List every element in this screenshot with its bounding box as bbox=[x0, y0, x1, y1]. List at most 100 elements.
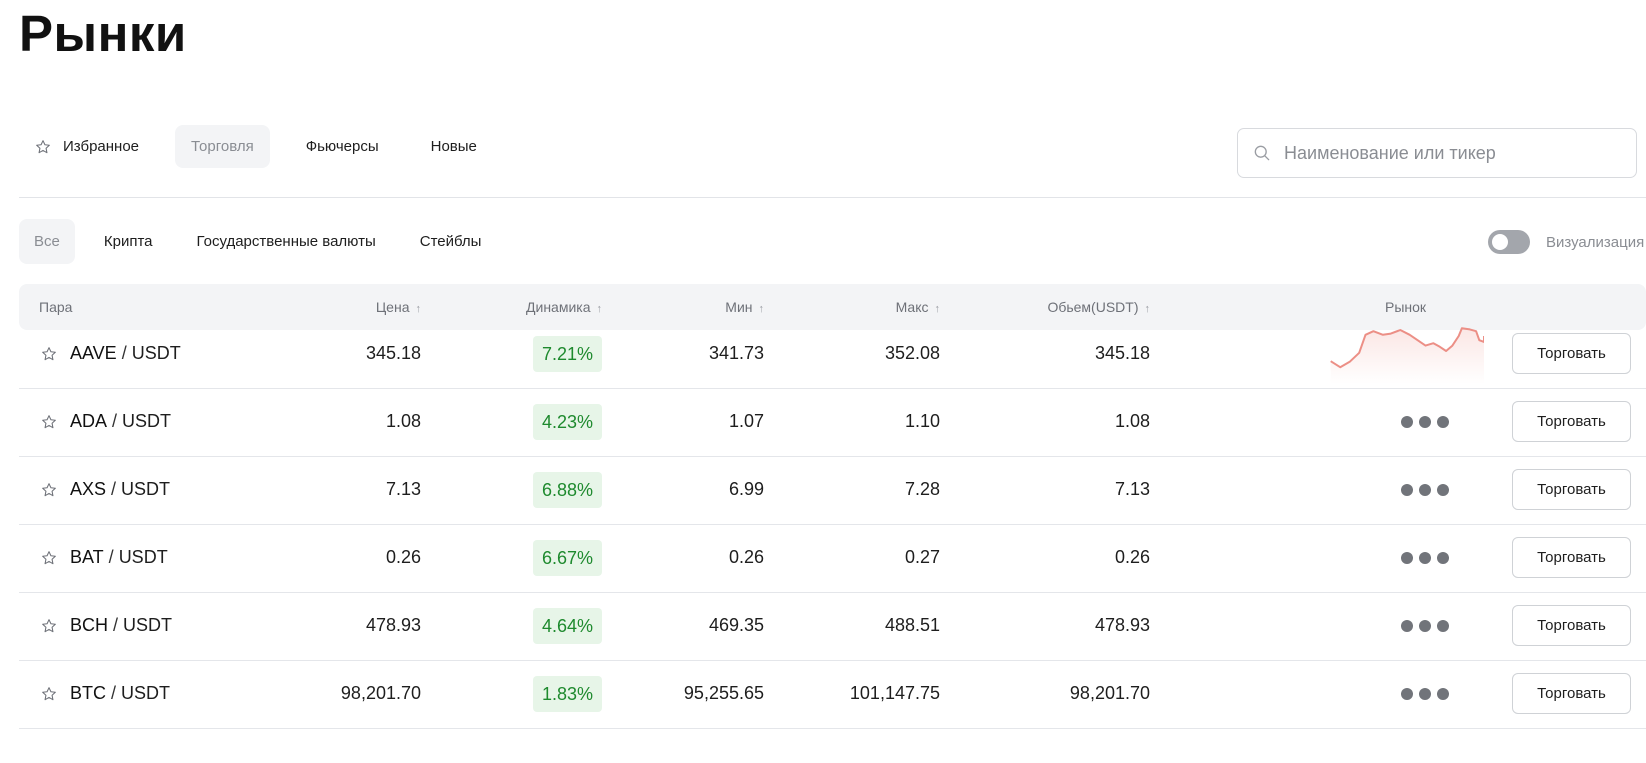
change-cell: 4.64% bbox=[532, 590, 602, 661]
filter-stablecoins[interactable]: Стейблы bbox=[419, 233, 482, 250]
pair-separator: / bbox=[111, 479, 117, 499]
min-cell: 6.99 bbox=[728, 479, 764, 499]
change-badge: 7.21% bbox=[532, 335, 602, 372]
pair-base[interactable]: BAT bbox=[70, 547, 104, 567]
favorite-star-icon[interactable] bbox=[41, 618, 57, 634]
pair-quote[interactable]: USDT bbox=[131, 343, 181, 363]
max-cell: 488.51 bbox=[884, 615, 940, 635]
pair-cell: AAVE / USDT bbox=[41, 318, 181, 389]
sort-arrow-icon: ↑ bbox=[415, 303, 422, 315]
pair-quote[interactable]: USDT bbox=[122, 411, 172, 431]
favorite-star-icon[interactable] bbox=[41, 482, 57, 498]
pair-quote[interactable]: USDT bbox=[118, 547, 168, 567]
trade-cell: Торговать bbox=[1512, 522, 1631, 593]
divider bbox=[19, 197, 1646, 198]
pair-separator: / bbox=[108, 547, 114, 567]
trade-cell: Торговать bbox=[1512, 318, 1631, 389]
column-max[interactable]: Макс ↑ bbox=[896, 284, 940, 330]
table-row[interactable]: BTC / USDT 98,201.70 1.83% 95,255.65 101,147.7… bbox=[19, 658, 1646, 729]
trade-cell: Торговать bbox=[1512, 658, 1631, 729]
change-cell: 7.21% bbox=[532, 318, 602, 389]
max-cell: 101,147.75 bbox=[849, 683, 940, 703]
favorite-star-icon[interactable] bbox=[41, 550, 57, 566]
trade-button[interactable]: Торговать bbox=[1512, 673, 1631, 714]
visualization-toggle[interactable] bbox=[1488, 230, 1530, 254]
filter-all[interactable]: Все bbox=[19, 219, 75, 264]
pair-base[interactable]: BTC bbox=[70, 683, 106, 703]
tab-futures[interactable]: Фьючерсы bbox=[290, 125, 395, 168]
favorite-star-icon[interactable] bbox=[41, 414, 57, 430]
market-loading-indicator bbox=[1401, 454, 1449, 525]
filter-fiat[interactable]: Государственные валюты bbox=[196, 233, 376, 250]
change-badge: 6.67% bbox=[532, 539, 602, 576]
min-cell: 1.07 bbox=[728, 411, 764, 431]
max-cell: 1.10 bbox=[904, 411, 940, 431]
trade-cell: Торговать bbox=[1512, 386, 1631, 457]
tab-trading[interactable]: Торговля bbox=[175, 125, 270, 168]
pair-base[interactable]: BCH bbox=[70, 615, 109, 635]
filter-crypto[interactable]: Крипта bbox=[103, 233, 153, 250]
table-row[interactable]: ADA / USDT 1.08 4.23% 1.07 1.10 1.08 Торговать bbox=[19, 386, 1646, 457]
category-filters: Все Крипта Государственные валюты Стейбл… bbox=[19, 219, 510, 264]
price-cell: 1.08 bbox=[385, 411, 421, 431]
tab-favorites-label: Избранное bbox=[63, 138, 140, 155]
max-cell: 352.08 bbox=[884, 343, 940, 363]
table-row[interactable]: BCH / USDT 478.93 4.64% 469.35 488.51 478.93 Тор… bbox=[19, 590, 1646, 661]
visualization-control: Визуализация bbox=[1488, 230, 1644, 254]
pair-separator: / bbox=[113, 615, 119, 635]
trade-button[interactable]: Торговать bbox=[1512, 401, 1631, 442]
pair-quote[interactable]: USDT bbox=[123, 615, 173, 635]
sort-arrow-icon: ↑ bbox=[758, 303, 765, 315]
change-cell: 6.88% bbox=[532, 454, 602, 525]
change-badge: 6.88% bbox=[532, 471, 602, 508]
pair-quote[interactable]: USDT bbox=[121, 479, 171, 499]
volume-cell: 7.13 bbox=[1114, 479, 1150, 499]
column-change[interactable]: Динамика ↑ bbox=[526, 284, 602, 330]
market-tabs: Избранное Торговля Фьючерсы Новые bbox=[19, 125, 493, 168]
price-cell: 478.93 bbox=[365, 615, 421, 635]
tab-favorites[interactable]: Избранное bbox=[19, 125, 155, 168]
table-row[interactable]: BAT / USDT 0.26 6.67% 0.26 0.27 0.26 Торговать bbox=[19, 522, 1646, 593]
column-pair: Пара bbox=[39, 299, 73, 315]
market-loading-indicator bbox=[1401, 590, 1449, 661]
change-cell: 4.23% bbox=[532, 386, 602, 457]
table-row[interactable]: AAVE / USDT 345.18 7.21% 341.73 352.08 345.18 То… bbox=[19, 318, 1646, 389]
column-price[interactable]: Цена ↑ bbox=[376, 284, 421, 330]
favorite-star-icon[interactable] bbox=[41, 346, 57, 362]
pair-cell: BCH / USDT bbox=[41, 590, 172, 661]
sort-arrow-icon: ↑ bbox=[934, 303, 941, 315]
column-volume[interactable]: Обьем(USDT) ↑ bbox=[1047, 284, 1150, 330]
table-row[interactable]: AXS / USDT 7.13 6.88% 6.99 7.28 7.13 Торговать bbox=[19, 454, 1646, 525]
price-cell: 7.13 bbox=[385, 479, 421, 499]
trade-button[interactable]: Торговать bbox=[1512, 537, 1631, 578]
column-min[interactable]: Мин ↑ bbox=[725, 284, 764, 330]
pair-quote[interactable]: USDT bbox=[121, 683, 171, 703]
trade-cell: Торговать bbox=[1512, 454, 1631, 525]
trade-button[interactable]: Торговать bbox=[1512, 605, 1631, 646]
search-input[interactable] bbox=[1284, 142, 1614, 164]
min-cell: 469.35 bbox=[708, 615, 764, 635]
pair-base[interactable]: AAVE bbox=[70, 343, 117, 363]
star-outline-icon bbox=[35, 139, 51, 155]
search-box bbox=[1237, 128, 1637, 178]
sort-arrow-icon: ↑ bbox=[596, 303, 603, 315]
sort-arrow-icon: ↑ bbox=[1144, 303, 1151, 315]
pair-base[interactable]: AXS bbox=[70, 479, 107, 499]
trade-button[interactable]: Торговать bbox=[1512, 333, 1631, 374]
pair-separator: / bbox=[112, 411, 118, 431]
change-cell: 1.83% bbox=[532, 658, 602, 729]
min-cell: 95,255.65 bbox=[683, 683, 764, 703]
page-title: Рынки bbox=[19, 5, 187, 62]
tab-new-label: Новые bbox=[430, 138, 477, 155]
favorite-star-icon[interactable] bbox=[41, 686, 57, 702]
pair-cell: BTC / USDT bbox=[41, 658, 170, 729]
pair-base[interactable]: ADA bbox=[70, 411, 108, 431]
volume-cell: 345.18 bbox=[1094, 343, 1150, 363]
market-loading-indicator bbox=[1401, 386, 1449, 457]
market-sparkline bbox=[1326, 318, 1484, 389]
trade-button[interactable]: Торговать bbox=[1512, 469, 1631, 510]
column-market: Рынок bbox=[1385, 299, 1427, 315]
pair-separator: / bbox=[111, 683, 117, 703]
tab-new[interactable]: Новые bbox=[415, 125, 493, 168]
visualization-label: Визуализация bbox=[1546, 233, 1645, 251]
